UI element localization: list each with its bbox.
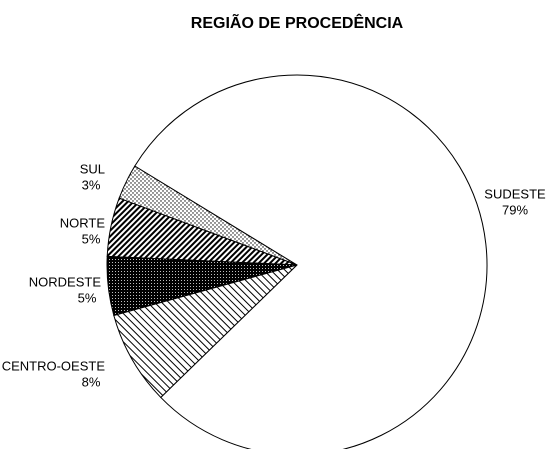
slice-label: SUDESTE — [484, 186, 546, 201]
pie-slice — [134, 74, 488, 449]
slice-value-label: 3% — [82, 177, 101, 192]
slice-value-label: 8% — [82, 374, 101, 389]
slice-label: NORTE — [60, 215, 106, 230]
slice-label: SUL — [80, 161, 105, 176]
slice-label: NORDESTE — [29, 274, 102, 289]
chart-title: REGIÃO DE PROCEDÊNCIA — [191, 12, 404, 32]
slice-value-label: 79% — [502, 202, 528, 217]
slice-label: CENTRO-OESTE — [2, 358, 106, 373]
pie-slice — [113, 264, 298, 399]
slice-value-label: 5% — [82, 231, 101, 246]
slice-value-label: 5% — [78, 290, 97, 305]
